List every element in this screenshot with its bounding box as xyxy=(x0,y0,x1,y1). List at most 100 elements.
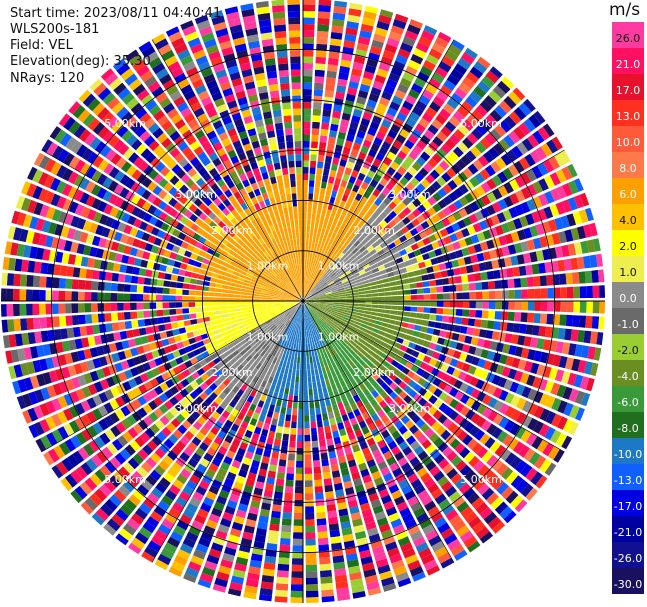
range-gate xyxy=(416,288,424,294)
range-gate xyxy=(440,346,449,355)
range-gate xyxy=(194,217,204,227)
range-gate xyxy=(247,512,258,522)
range-gate xyxy=(22,410,33,424)
range-gate xyxy=(381,322,389,328)
range-gate xyxy=(434,248,443,257)
range-gate xyxy=(13,364,23,378)
range-gate xyxy=(345,298,353,301)
range-gate xyxy=(406,370,416,379)
range-gate xyxy=(167,467,179,478)
range-gate xyxy=(38,233,48,247)
range-gate xyxy=(319,563,332,571)
range-gate xyxy=(431,241,440,250)
range-gate xyxy=(338,358,345,366)
range-gate xyxy=(434,271,442,279)
range-gate xyxy=(106,442,118,455)
range-gate xyxy=(229,357,238,365)
range-gate xyxy=(291,421,297,429)
range-gate xyxy=(322,386,328,394)
range-gate xyxy=(33,317,41,330)
range-gate xyxy=(58,290,66,301)
range-gate xyxy=(534,288,541,299)
range-gate xyxy=(63,152,75,166)
range-gate xyxy=(315,327,320,335)
range-gate xyxy=(304,454,312,461)
range-gate xyxy=(317,261,323,269)
range-gate xyxy=(339,298,346,301)
range-gate xyxy=(213,329,221,335)
range-gate xyxy=(443,79,456,92)
range-gate xyxy=(333,104,343,113)
range-gate xyxy=(379,97,390,107)
range-gate xyxy=(209,382,218,392)
range-gate xyxy=(568,343,577,356)
range-gate xyxy=(229,238,237,246)
range-gate xyxy=(61,457,74,472)
range-gate xyxy=(507,278,515,289)
range-gate xyxy=(462,137,474,149)
range-gate xyxy=(273,293,281,297)
range-gate xyxy=(195,431,206,441)
range-gate xyxy=(153,144,164,156)
range-gate xyxy=(193,208,203,217)
range-gate xyxy=(331,264,338,271)
range-gate xyxy=(91,235,101,247)
range-gate xyxy=(246,409,254,418)
range-gate xyxy=(309,309,314,315)
range-gate xyxy=(472,478,486,491)
range-gate xyxy=(357,284,364,289)
range-gate xyxy=(60,225,70,238)
range-gate xyxy=(148,400,158,411)
range-gate xyxy=(200,401,209,411)
range-gate xyxy=(401,273,409,279)
range-gate xyxy=(320,248,326,256)
range-gate xyxy=(248,373,255,381)
range-gate xyxy=(236,447,246,457)
range-gate xyxy=(253,305,261,309)
range-gate xyxy=(71,376,81,389)
range-gate xyxy=(261,575,274,583)
range-gate xyxy=(65,136,78,151)
range-gate xyxy=(314,275,320,282)
range-gate xyxy=(244,362,252,370)
range-gate xyxy=(70,490,83,504)
range-gate xyxy=(514,289,522,299)
range-gate xyxy=(402,375,412,385)
range-gate xyxy=(306,297,314,300)
range-gate xyxy=(332,297,340,300)
range-gate xyxy=(436,176,447,187)
range-gate xyxy=(38,289,46,301)
range-gate xyxy=(135,107,148,120)
range-gate xyxy=(25,230,35,244)
range-gate xyxy=(349,121,359,130)
range-gate xyxy=(323,478,333,486)
range-gate xyxy=(595,253,603,267)
range-gate xyxy=(417,489,430,501)
range-gate xyxy=(89,78,103,92)
range-gate xyxy=(424,259,433,267)
range-gate xyxy=(276,399,282,407)
range-gate xyxy=(66,266,74,277)
range-gate xyxy=(247,444,256,454)
range-gate xyxy=(361,426,370,435)
range-gate xyxy=(431,488,443,500)
range-gate xyxy=(441,217,451,227)
range-gate xyxy=(244,321,252,327)
range-gate xyxy=(394,495,406,506)
range-gate xyxy=(467,245,476,255)
range-gate xyxy=(397,211,407,220)
range-gate xyxy=(384,301,392,305)
range-gate xyxy=(312,335,317,343)
range-gate xyxy=(49,177,61,191)
range-gate xyxy=(457,171,468,183)
range-gate xyxy=(306,302,313,305)
range-gate xyxy=(272,269,279,276)
range-gate xyxy=(319,332,325,340)
range-gate xyxy=(368,260,376,266)
range-gate xyxy=(128,378,138,389)
range-gate xyxy=(253,298,260,301)
range-gate xyxy=(312,108,322,116)
range-gate xyxy=(86,397,97,409)
range-gate xyxy=(408,389,418,399)
range-gate xyxy=(369,443,379,453)
